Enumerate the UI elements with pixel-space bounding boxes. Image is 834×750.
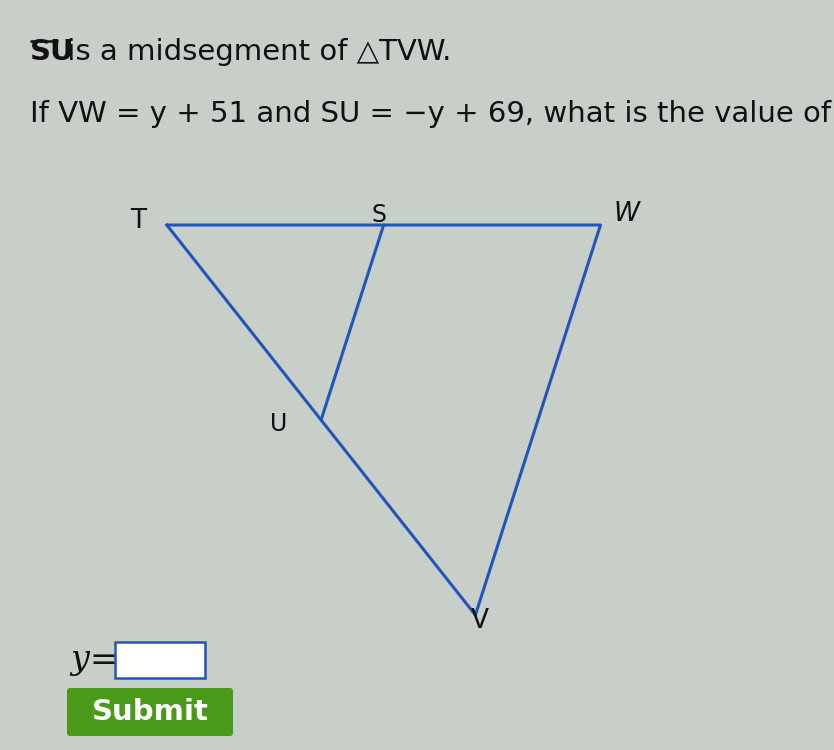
- Text: is a midsegment of △TVW.: is a midsegment of △TVW.: [58, 38, 451, 66]
- Text: U: U: [270, 412, 288, 436]
- Text: Submit: Submit: [92, 698, 208, 726]
- Text: T: T: [130, 209, 146, 234]
- Text: y: y: [70, 644, 89, 676]
- Text: V: V: [470, 608, 489, 634]
- Text: SU: SU: [30, 38, 74, 66]
- FancyBboxPatch shape: [67, 688, 233, 736]
- Text: =: =: [90, 644, 118, 676]
- Bar: [115, 642, 205, 678]
- Text: W: W: [613, 201, 639, 226]
- Text: If VW = y + 51 and SU = −y + 69, what is the value of y?: If VW = y + 51 and SU = −y + 69, what is…: [30, 100, 834, 128]
- Text: S: S: [372, 202, 387, 226]
